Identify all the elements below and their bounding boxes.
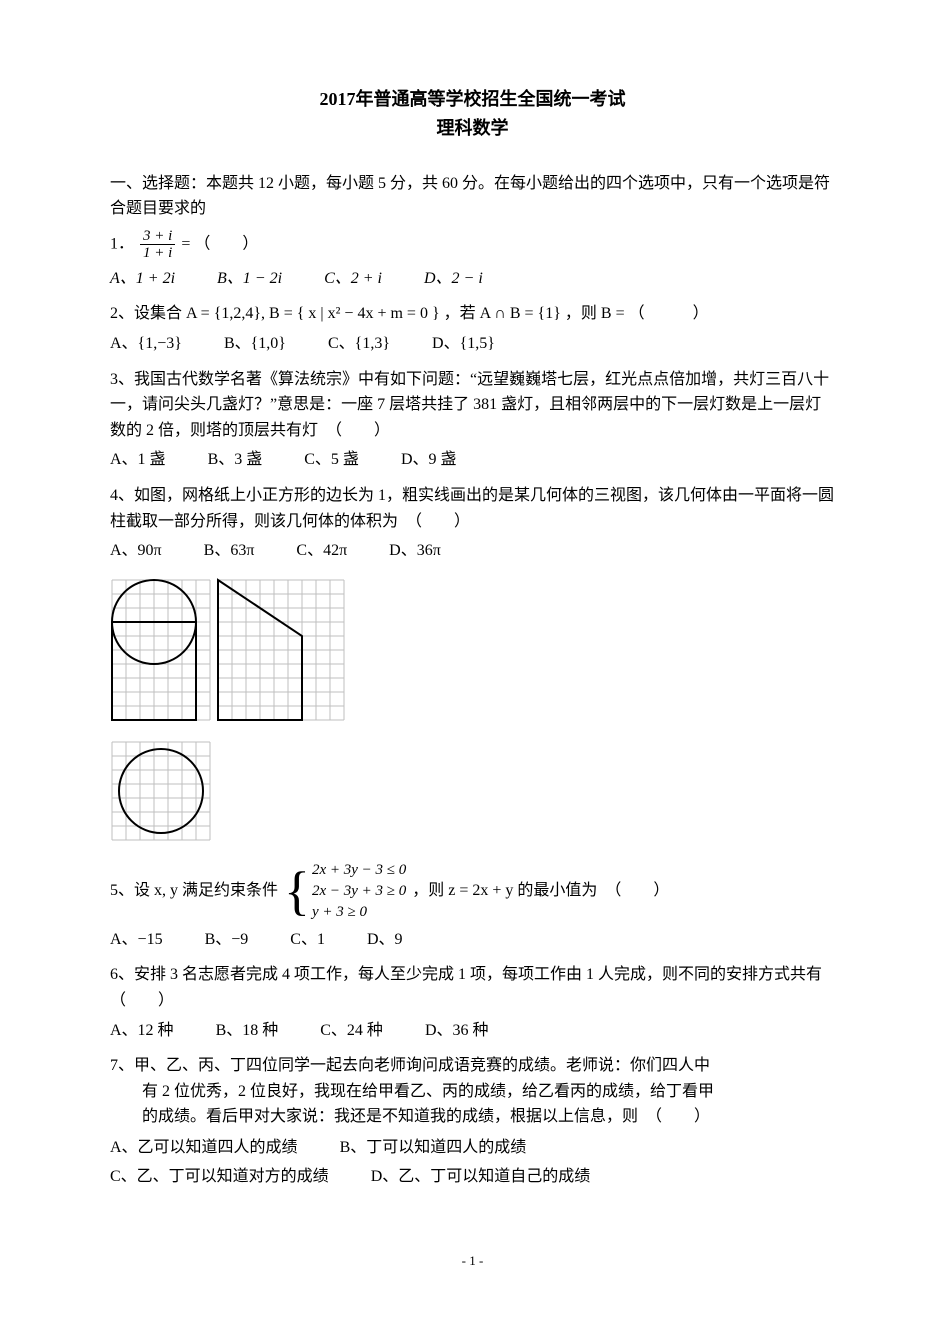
q7-opt-b: B、丁可以知道四人的成绩 — [340, 1139, 527, 1156]
figure-row-bottom — [110, 740, 835, 842]
q7-opt-d: D、乙、丁可以知道自己的成绩 — [371, 1168, 591, 1185]
q4-options: A、90π B、63π C、42π D、36π — [110, 538, 835, 564]
q4-opt-d: D、36π — [389, 542, 441, 559]
q2-text: 2、设集合 A = {1,2,4}, B = { x | x² − 4x + m… — [110, 305, 709, 322]
question-5: 5、设 x, y 满足约束条件 { 2x + 3y − 3 ≤ 0 2x − 3… — [110, 860, 835, 923]
q5-line2: 2x − 3y + 3 ≥ 0 — [312, 881, 406, 902]
q2-opt-a: A、{1,−3} — [110, 335, 182, 352]
q1-options: A、1 + 2i B、1 − 2i C、2 + i D、2 − i — [110, 266, 835, 292]
q6-opt-d: D、36 种 — [425, 1022, 489, 1039]
q2-opt-c: C、{1,3} — [328, 335, 390, 352]
question-4: 4、如图，网格纸上小正方形的边长为 1，粗实线画出的是某几何体的三视图，该几何体… — [110, 483, 835, 534]
q5-options: A、−15 B、−9 C、1 D、9 — [110, 927, 835, 953]
q4-opt-b: B、63π — [204, 542, 255, 559]
q5-opt-a: A、−15 — [110, 931, 163, 948]
q2-opt-b: B、{1,0} — [224, 335, 286, 352]
q4-text: 4、如图，网格纸上小正方形的边长为 1，粗实线画出的是某几何体的三视图，该几何体… — [110, 487, 834, 530]
question-1: 1． 3 + i 1 + i = （ ） — [110, 228, 835, 262]
q1-opt-b: B、1 − 2i — [217, 270, 282, 287]
q6-text: 6、安排 3 名志愿者完成 4 项工作，每人至少完成 1 项，每项工作由 1 人… — [110, 966, 838, 1009]
q7-line2: 有 2 位优秀，2 位良好，我现在给甲看乙、丙的成绩，给乙看丙的成绩，给丁看甲 — [110, 1079, 835, 1105]
q1-opt-c: C、2 + i — [324, 270, 382, 287]
q3-opt-a: A、1 盏 — [110, 451, 166, 468]
section-1-heading: 一、选择题：本题共 12 小题，每小题 5 分，共 60 分。在每小题给出的四个… — [110, 171, 835, 222]
q3-opt-d: D、9 盏 — [401, 451, 457, 468]
q1-frac-num: 3 + i — [140, 228, 175, 245]
q7-opt-c: C、乙、丁可以知道对方的成绩 — [110, 1168, 329, 1185]
q5-line3: y + 3 ≥ 0 — [312, 902, 406, 923]
q7-line1: 7、甲、乙、丙、丁四位同学一起去向老师询问成语竞赛的成绩。老师说：你们四人中 — [110, 1053, 835, 1079]
q2-opt-d: D、{1,5} — [432, 335, 495, 352]
q4-opt-c: C、42π — [296, 542, 347, 559]
question-3: 3、我国古代数学名著《算法统宗》中有如下问题：“远望巍巍塔七层，红光点点倍加增，… — [110, 367, 835, 444]
q1-frac-den: 1 + i — [140, 244, 175, 262]
q1-number: 1． — [110, 235, 134, 252]
q5-line1: 2x + 3y − 3 ≤ 0 — [312, 860, 406, 881]
q3-options: A、1 盏 B、3 盏 C、5 盏 D、9 盏 — [110, 447, 835, 473]
three-view-top-row — [110, 578, 346, 722]
q5-opt-d: D、9 — [367, 931, 403, 948]
page-number: - 1 - — [110, 1251, 835, 1272]
q1-fraction: 3 + i 1 + i — [140, 228, 175, 262]
q4-figures — [110, 578, 835, 842]
q4-opt-a: A、90π — [110, 542, 162, 559]
q5-opt-c: C、1 — [290, 931, 325, 948]
q7-options: A、乙可以知道四人的成绩 B、丁可以知道四人的成绩 C、乙、丁可以知道对方的成绩… — [110, 1134, 835, 1192]
title-sub: 理科数学 — [110, 114, 835, 143]
left-brace-icon: { — [284, 864, 310, 918]
q1-opt-d: D、2 − i — [424, 270, 483, 287]
question-2: 2、设集合 A = {1,2,4}, B = { x | x² − 4x + m… — [110, 301, 835, 327]
question-7: 7、甲、乙、丙、丁四位同学一起去向老师询问成语竞赛的成绩。老师说：你们四人中 有… — [110, 1053, 835, 1130]
three-view-bottom — [110, 740, 212, 842]
q5-constraint-system: { 2x + 3y − 3 ≤ 0 2x − 3y + 3 ≥ 0 y + 3 … — [284, 860, 406, 923]
q1-tail: = （ ） — [181, 235, 258, 252]
q6-opt-c: C、24 种 — [320, 1022, 383, 1039]
q6-opt-a: A、12 种 — [110, 1022, 174, 1039]
figure-row-top — [110, 578, 835, 722]
question-6: 6、安排 3 名志愿者完成 4 项工作，每人至少完成 1 项，每项工作由 1 人… — [110, 962, 835, 1013]
q6-opt-b: B、18 种 — [216, 1022, 279, 1039]
q7-opt-a: A、乙可以知道四人的成绩 — [110, 1139, 298, 1156]
title-main: 2017年普通高等学校招生全国统一考试 — [110, 85, 835, 114]
q5-lead: 5、设 x, y 满足约束条件 — [110, 882, 282, 899]
q6-options: A、12 种 B、18 种 C、24 种 D、36 种 — [110, 1018, 835, 1044]
q2-options: A、{1,−3} B、{1,0} C、{1,3} D、{1,5} — [110, 331, 835, 357]
q5-tail: ，则 z = 2x + y 的最小值为 （ ） — [412, 882, 669, 899]
q5-opt-b: B、−9 — [205, 931, 249, 948]
q3-opt-b: B、3 盏 — [208, 451, 263, 468]
q3-opt-c: C、5 盏 — [304, 451, 359, 468]
q7-line3: 的成绩。看后甲对大家说：我还是不知道我的成绩，根据以上信息，则 （ ） — [110, 1104, 835, 1130]
q3-text: 3、我国古代数学名著《算法统宗》中有如下问题：“远望巍巍塔七层，红光点点倍加增，… — [110, 371, 829, 439]
q1-opt-a: A、1 + 2i — [110, 270, 175, 287]
